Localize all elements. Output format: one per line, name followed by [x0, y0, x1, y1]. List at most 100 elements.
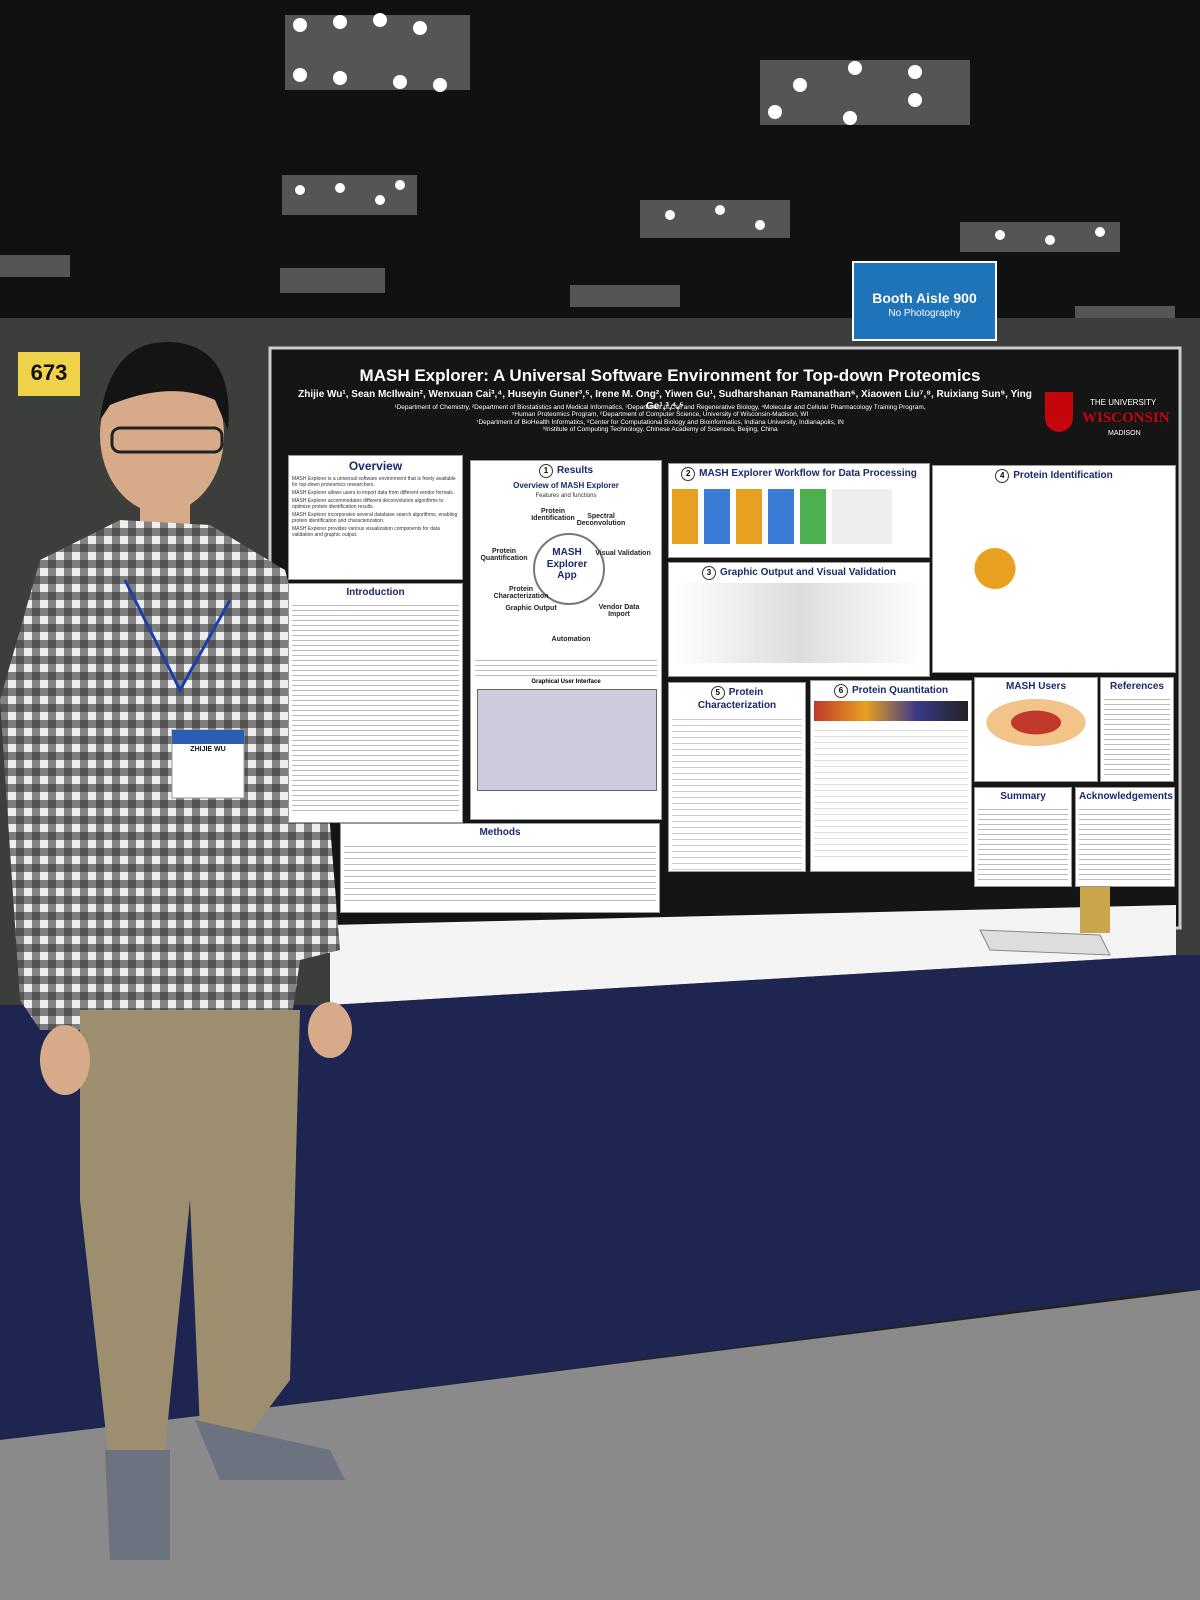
decoration: [293, 68, 307, 82]
references-panel: References: [1100, 677, 1174, 782]
cup: [1080, 878, 1110, 933]
feature: Protein Quantification: [480, 548, 528, 562]
decoration: [908, 93, 922, 107]
decoration: [413, 21, 427, 35]
feature: Visual Validation: [595, 550, 651, 557]
decoration: [793, 78, 807, 92]
table-skirt: [0, 955, 1200, 1440]
decoration: [0, 255, 70, 277]
affiliation: ¹Department of Chemistry, ²Department of…: [394, 404, 926, 411]
panel-heading: 4 Protein Identification: [936, 469, 1172, 483]
decoration: [333, 71, 347, 85]
panel-heading: 2 MASH Explorer Workflow for Data Process…: [672, 467, 926, 481]
quant-table: [814, 725, 968, 860]
panel-heading: References: [1110, 681, 1164, 692]
app-center: MASH Explorer App: [546, 547, 588, 581]
decoration: [736, 489, 762, 544]
decoration: [100, 341, 229, 430]
decoration: [295, 185, 305, 195]
decoration: [832, 489, 892, 544]
text-block: [978, 805, 1068, 880]
characterization-panel: 5 Protein Characterization: [668, 682, 806, 872]
heading-text: Protein Identification: [1013, 470, 1113, 481]
heading-text: Protein Characterization: [697, 687, 777, 711]
decoration: [282, 175, 417, 215]
floor: [0, 1290, 1200, 1600]
acknowledgements-panel: Acknowledgements: [1075, 787, 1175, 887]
decoration: [373, 13, 387, 27]
decoration: [995, 230, 1005, 240]
decoration: [715, 205, 725, 215]
decoration: [768, 105, 782, 119]
bullet: MASH Explorer incorporates several datab…: [292, 512, 458, 524]
booth-number: 673: [30, 360, 68, 385]
decoration: [308, 1002, 352, 1058]
ceiling-lights: [0, 13, 1175, 326]
decoration: [704, 489, 730, 544]
text-block: [292, 601, 459, 811]
heading-text: Graphic Output and Visual Validation: [720, 567, 896, 578]
panel-heading: 6 Protein Quantitation: [814, 684, 968, 698]
decoration: [1095, 227, 1105, 237]
decoration: [172, 730, 244, 744]
panel-number: 4: [995, 469, 1010, 483]
decoration: [640, 200, 790, 238]
decoration: [80, 1010, 300, 1470]
bullet: MASH Explorer allows users to import dat…: [292, 490, 455, 496]
sequence-map: [672, 714, 802, 871]
affiliation: ⁷Department of BioHealth Informatics, ⁸C…: [476, 418, 844, 426]
panel-heading: 5 Protein Characterization: [672, 686, 802, 711]
panel-heading: Methods: [479, 827, 521, 838]
decoration: [280, 268, 385, 293]
features-label: Features and functions: [535, 493, 597, 499]
feature: Protein Identification: [531, 508, 575, 522]
affiliations: ¹Department of Chemistry, ²Department of…: [285, 404, 1035, 434]
text-block: [1104, 695, 1170, 775]
workflow-boxes: [672, 489, 926, 544]
decoration: [285, 15, 470, 90]
user-map: [978, 695, 1094, 750]
decoration: [848, 61, 862, 75]
feature: Vendor Data Import: [598, 604, 640, 618]
feature: Protein Characterization: [493, 586, 549, 600]
decoration: [333, 15, 347, 29]
decoration: [433, 78, 447, 92]
methods-panel: Methods: [340, 823, 660, 913]
decoration: [335, 183, 345, 193]
logo-crest: [1045, 392, 1073, 432]
feature: Automation: [551, 636, 591, 643]
panel-heading: Summary: [1000, 791, 1046, 802]
person: [0, 341, 352, 1560]
text-block: [1079, 805, 1171, 880]
notebook: [979, 929, 1111, 956]
decoration: [0, 520, 340, 1030]
decoration: [395, 180, 405, 190]
decoration: [760, 60, 970, 125]
booth-sign-title: Booth Aisle 900: [872, 290, 977, 306]
summary-panel: Summary: [974, 787, 1072, 887]
heading-text: Protein Quantitation: [851, 685, 949, 696]
panel-heading: Acknowledgements: [1079, 791, 1173, 802]
decoration: [105, 1450, 170, 1560]
decoration: [570, 285, 680, 307]
decoration: [843, 111, 857, 125]
text-block: [475, 656, 657, 676]
affiliation: ⁹Institute of Computing Technology, Chin…: [542, 426, 778, 434]
decoration: [665, 210, 675, 220]
overview-panel: Overview MASH Explorer is a universal so…: [288, 455, 463, 580]
badge-name: ZHIJIE WU: [190, 746, 226, 753]
decoration: [195, 1420, 345, 1480]
decoration: [123, 579, 232, 694]
decoration: [375, 195, 385, 205]
table-top: [330, 905, 1176, 1005]
panel-number: 1: [538, 464, 553, 478]
logo-line: THE UNIVERSITY: [1090, 398, 1157, 407]
results-panel: 1 Results Overview of MASH Explorer Featu…: [470, 460, 662, 820]
poster-title: MASH Explorer: A Universal Software Envi…: [359, 366, 981, 385]
panel-heading: 3 Graphic Output and Visual Validation: [672, 566, 926, 580]
text-block: [344, 841, 656, 906]
quantitation-panel: 6 Protein Quantitation: [810, 680, 972, 872]
heading-text: MASH Explorer Workflow for Data Processi…: [699, 468, 917, 479]
panel-heading: Overview: [348, 459, 403, 473]
